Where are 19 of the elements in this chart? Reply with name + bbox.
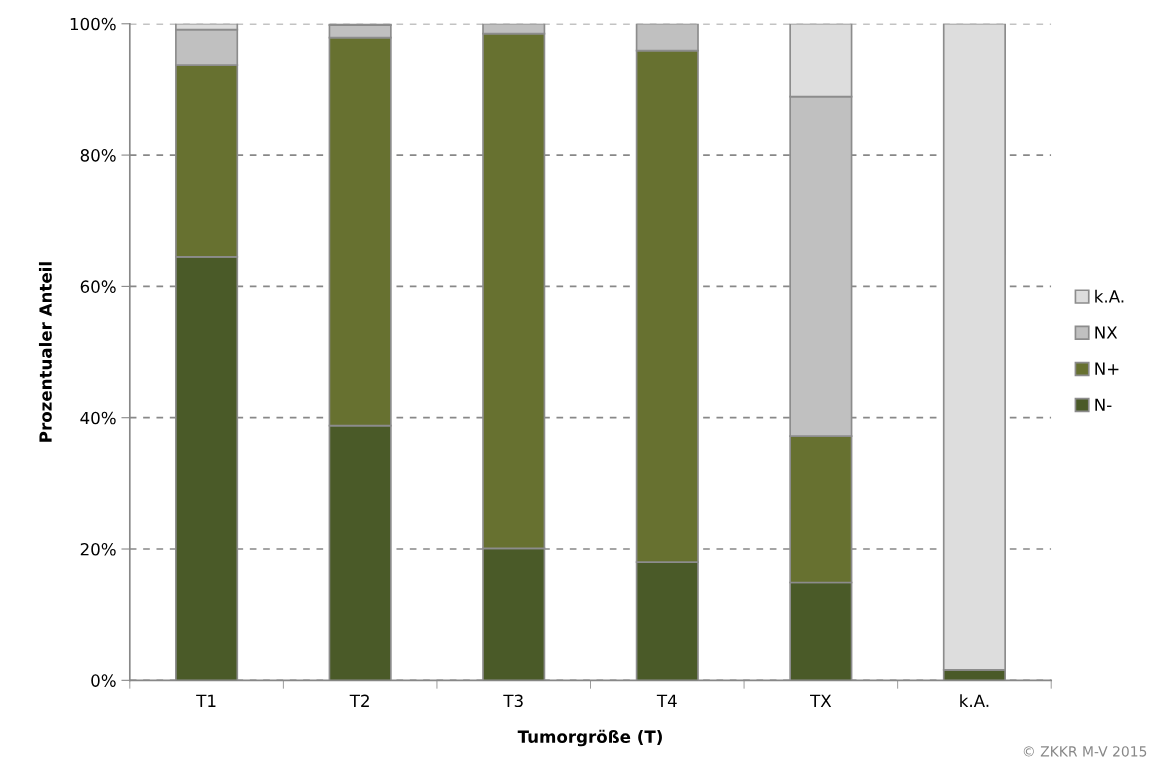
legend-label: N- (1095, 398, 1112, 411)
y-tick-label: 20% (80, 542, 116, 556)
y-tick-label: 80% (80, 149, 116, 162)
x-tick-label: k.A. (960, 694, 989, 707)
y-tick-label: 40% (80, 411, 116, 425)
x-tick-label: T4 (656, 694, 677, 707)
x-tick-label: T2 (349, 694, 369, 707)
x-tick-label: T1 (196, 694, 216, 707)
text: © ZKKR M-V 2015 (1023, 746, 1147, 757)
y-tick-label: 100% (70, 17, 116, 31)
y-tick-label: 60% (80, 280, 116, 293)
x-axis-title: Tumorgröße (T) (517, 729, 662, 747)
y-axis-title: Prozentualer Anteil (38, 262, 52, 442)
y-tick-label: 0% (91, 674, 116, 687)
legend-label: k.A. (1095, 289, 1124, 303)
x-tick-label: T3 (503, 694, 523, 708)
legend-label: N+ (1095, 362, 1119, 375)
legend-label: NX (1095, 326, 1118, 339)
x-tick-label: TX (810, 694, 832, 707)
